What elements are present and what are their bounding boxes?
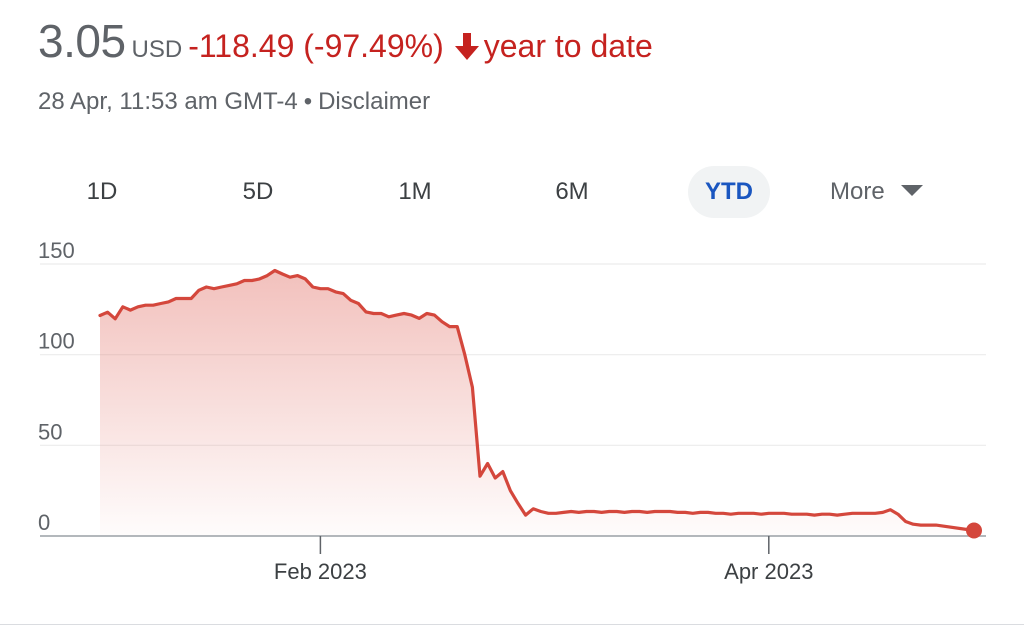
change-period: year to date	[483, 28, 653, 64]
price-line	[98, 268, 976, 533]
range-tabs: 1D 5D 1M 6M YTD More	[60, 166, 960, 218]
caret-down-icon	[900, 185, 923, 196]
more-label: More	[830, 178, 885, 205]
tab-6m[interactable]: 6M	[555, 178, 589, 205]
quote-header: 3.05 USD -118.49 (-97.49%) year to date	[38, 14, 653, 68]
bottom-divider	[0, 624, 1024, 625]
x-tick-label: Feb 2023	[274, 559, 367, 584]
x-axis-ticks: Feb 2023 Apr 2023	[274, 536, 813, 584]
timestamp: 28 Apr, 11:53 am GMT-4	[38, 88, 298, 115]
y-axis-ticks: 0 50 100 150	[38, 240, 75, 535]
disclaimer-link[interactable]: Disclaimer	[318, 88, 431, 115]
separator-dot: •	[303, 88, 313, 115]
x-tick-label: Apr 2023	[724, 559, 813, 584]
current-price-dot	[966, 522, 982, 539]
tab-1m[interactable]: 1M	[398, 178, 432, 205]
current-price: 3.05	[38, 15, 126, 67]
currency-code: USD	[131, 36, 183, 63]
tab-5d[interactable]: 5D	[242, 178, 274, 205]
y-tick-label: 0	[38, 510, 50, 535]
y-tick-label: 100	[38, 329, 75, 354]
price-area	[100, 270, 974, 536]
y-tick-label: 50	[38, 419, 62, 444]
y-tick-label: 150	[38, 240, 75, 263]
arrow-down-icon	[454, 33, 479, 60]
tab-ytd[interactable]: YTD	[688, 166, 770, 218]
price-chart: 0 50 100 150 Feb 2023 Apr 2023	[38, 240, 986, 584]
price-change: -118.49 (-97.49%)	[188, 28, 444, 64]
quote-subline: 28 Apr, 11:53 am GMT-4 • Disclaimer	[38, 88, 430, 116]
more-button[interactable]: More	[830, 166, 923, 218]
tab-1d[interactable]: 1D	[86, 178, 118, 205]
